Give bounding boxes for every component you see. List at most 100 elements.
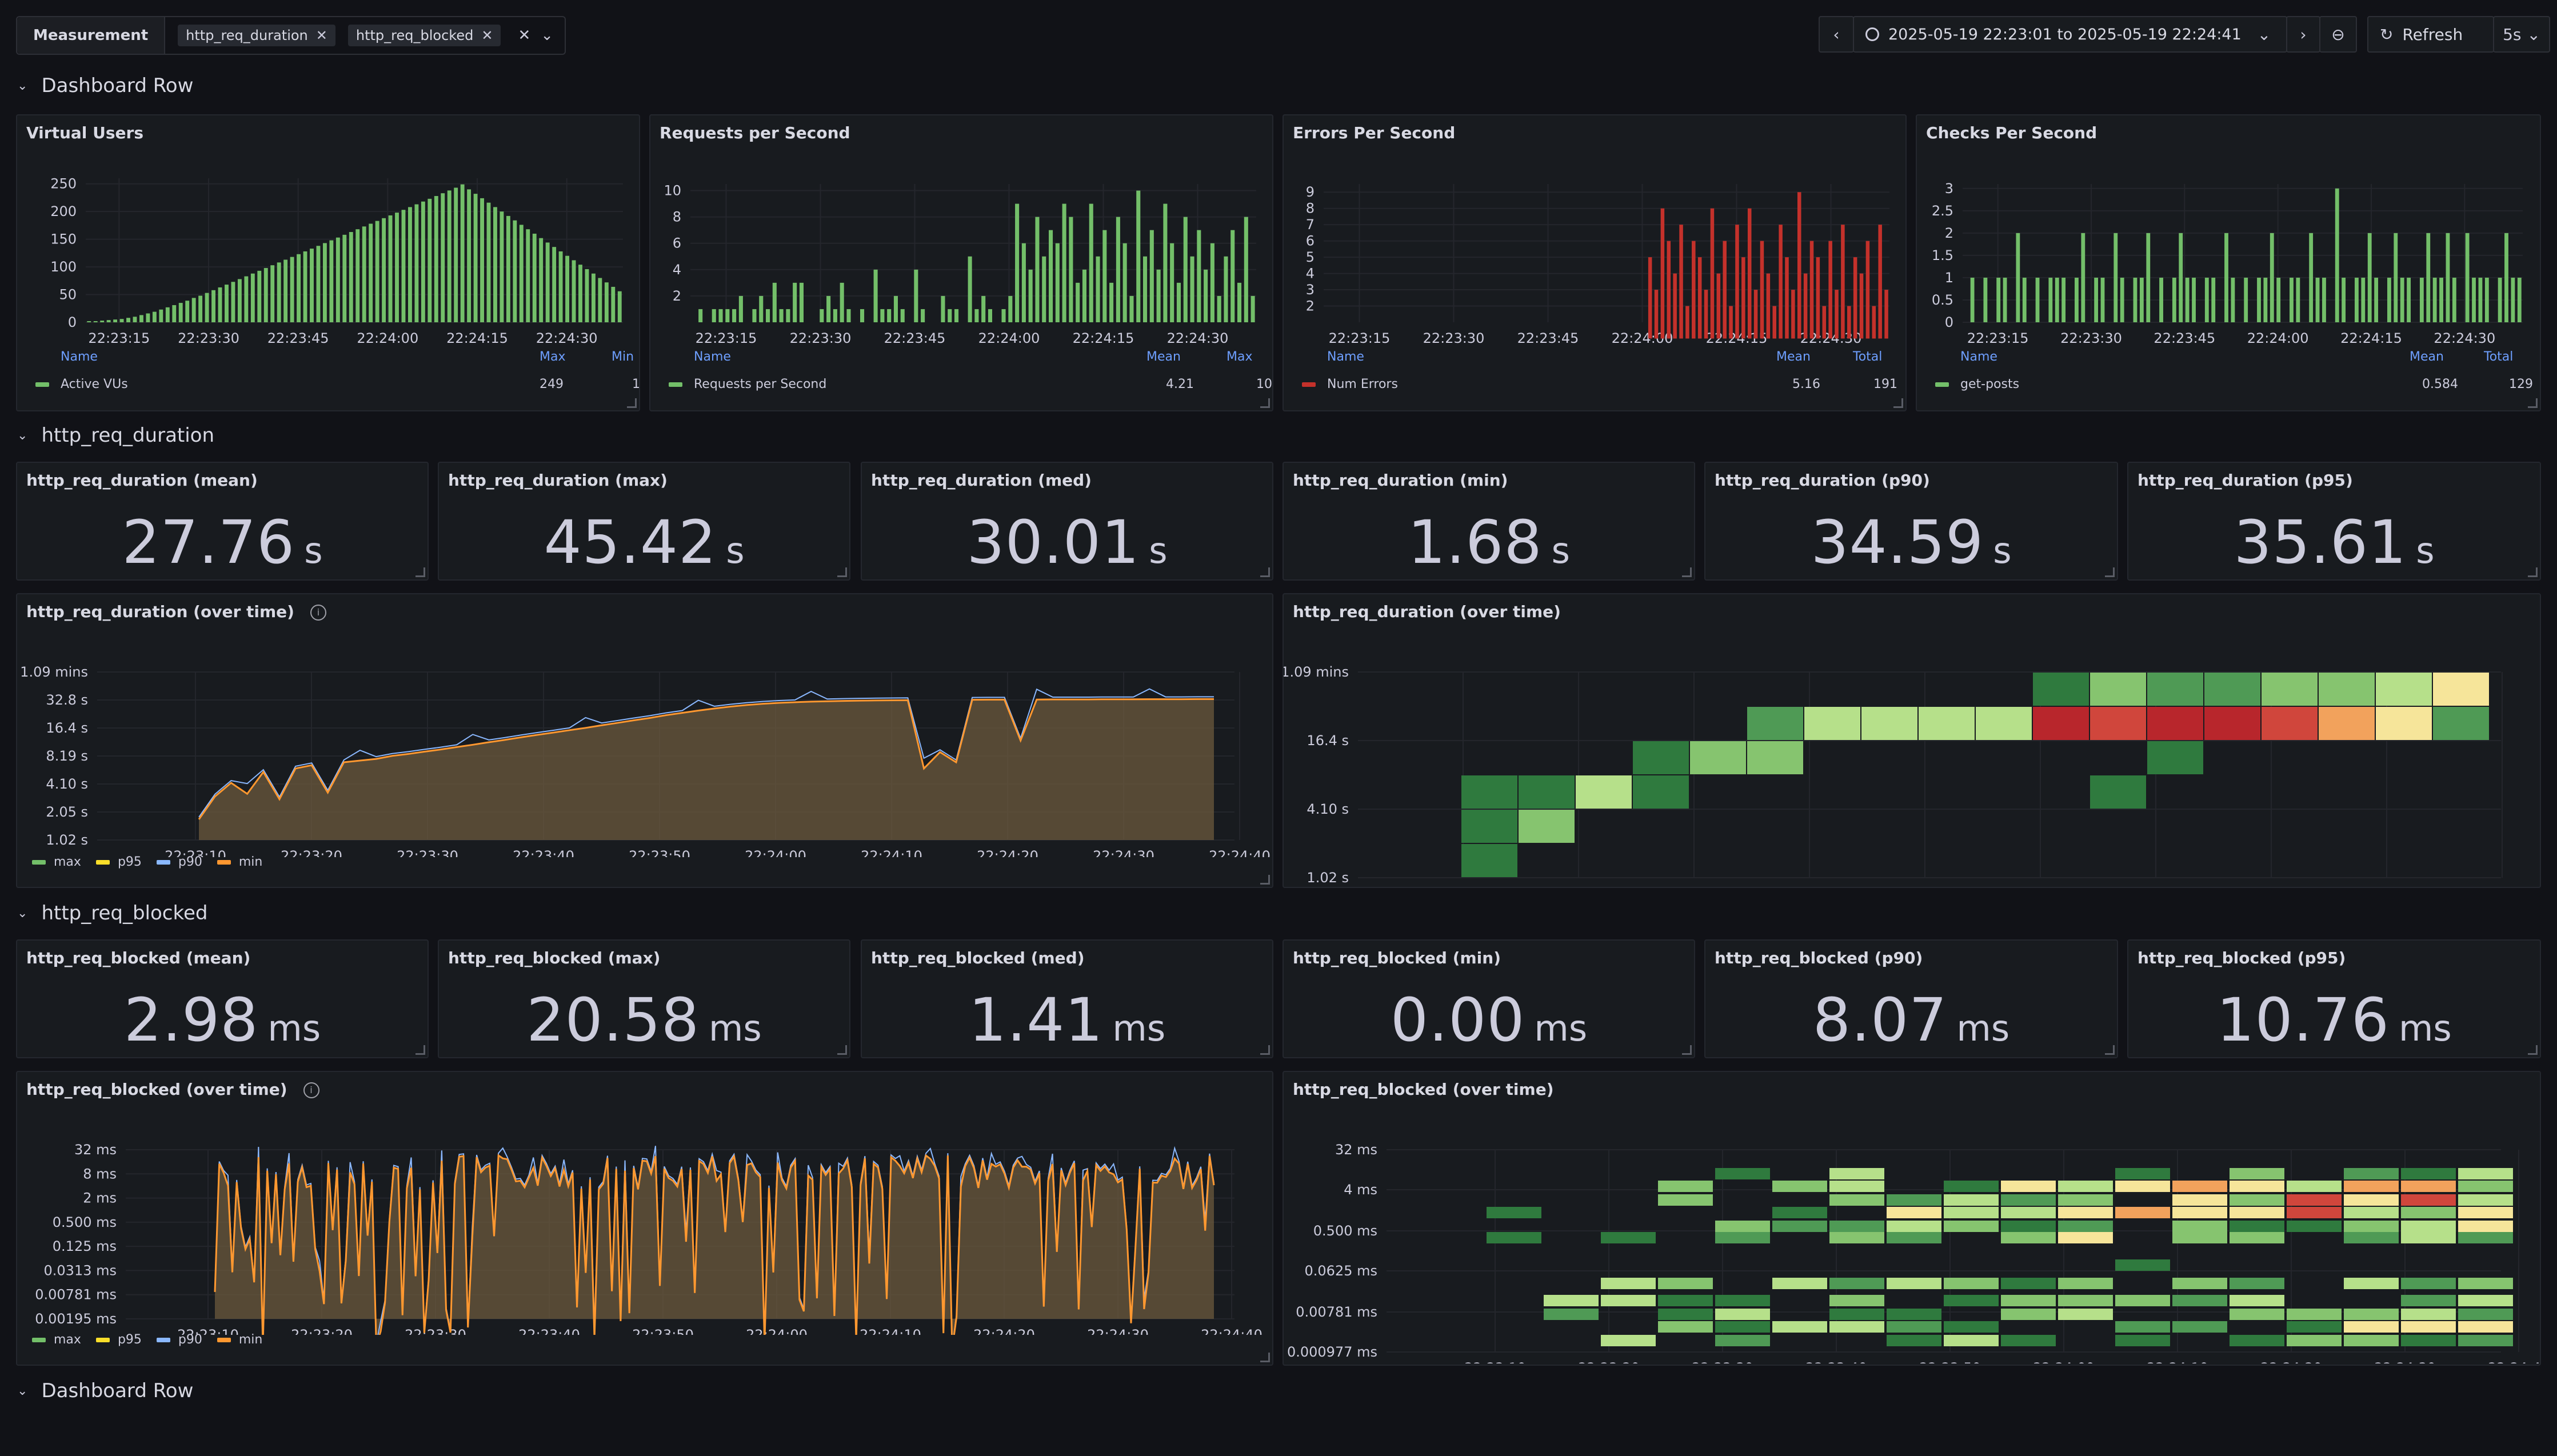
panel-title: Errors Per Second	[1293, 123, 1456, 142]
legend-row[interactable]: Requests per Second 4.21 10	[669, 377, 1272, 391]
stat-panel[interactable]: http_req_duration (mean) 27.76 s	[16, 462, 429, 581]
resize-handle[interactable]	[837, 567, 847, 577]
stat-panel[interactable]: http_req_blocked (min) 0.00 ms	[1283, 939, 1695, 1058]
bar	[1069, 217, 1073, 322]
legend-item[interactable]: max	[32, 855, 81, 869]
resize-handle[interactable]	[1260, 875, 1270, 885]
heatmap-cell	[1919, 707, 1975, 740]
close-icon[interactable]: ✕	[315, 27, 327, 43]
legend-col-b: Max	[1226, 350, 1253, 364]
info-icon[interactable]: i	[303, 1082, 319, 1098]
bar	[2407, 277, 2411, 322]
stat-panel[interactable]: http_req_duration (min) 1.68 s	[1283, 462, 1695, 581]
y-tick-label: 0.0313 ms	[44, 1262, 117, 1278]
legend-item[interactable]: min	[217, 1333, 263, 1347]
bar	[1853, 257, 1857, 339]
resize-handle[interactable]	[1260, 398, 1270, 408]
resize-handle[interactable]	[1682, 567, 1692, 577]
x-tick-label: 22:24:40	[1209, 848, 1270, 857]
bar	[1791, 290, 1795, 339]
resize-handle[interactable]	[1260, 1045, 1270, 1055]
bar	[572, 260, 576, 322]
resize-handle[interactable]	[837, 1045, 847, 1055]
resize-handle[interactable]	[1893, 398, 1903, 408]
heatmap-cell	[1829, 1232, 1884, 1243]
resize-handle[interactable]	[2528, 1045, 2538, 1055]
resize-handle[interactable]	[1260, 1353, 1270, 1362]
stat-panel[interactable]: http_req_duration (p95) 35.61 s	[2127, 462, 2541, 581]
stat-value: 2.98 ms	[17, 985, 428, 1055]
legend-row[interactable]: get-posts 0.584 129	[1935, 377, 2533, 391]
panel-http-req-blocked-heatmap[interactable]: http_req_blocked (over time) 32 ms 4 ms 0.…	[1283, 1071, 2541, 1366]
x-tick-label: 22:23:40	[513, 848, 574, 857]
stat-panel[interactable]: http_req_duration (med) 30.01 s	[861, 462, 1273, 581]
clear-icon[interactable]: ✕	[518, 27, 531, 44]
resize-handle[interactable]	[1260, 567, 1270, 577]
variable-chip[interactable]: http_req_duration ✕	[178, 25, 335, 46]
variable-chip[interactable]: http_req_blocked ✕	[347, 25, 501, 46]
resize-handle[interactable]	[415, 567, 425, 577]
resize-handle[interactable]	[2528, 398, 2538, 408]
bar	[1230, 230, 1235, 322]
legend-label: p90	[178, 1333, 202, 1347]
legend-item[interactable]: p90	[156, 1333, 202, 1347]
bar	[2452, 277, 2456, 322]
info-icon[interactable]: i	[310, 605, 326, 621]
legend-item[interactable]: p90	[156, 855, 202, 869]
stat-panel[interactable]: http_req_blocked (p95) 10.76 ms	[2127, 939, 2541, 1058]
row-header[interactable]: ⌄ Dashboard Row	[17, 74, 193, 97]
time-range-picker[interactable]: 2025-05-19 22:23:01 to 2025-05-19 22:24:…	[1853, 16, 2287, 53]
refresh-interval-picker[interactable]: 5s ⌄	[2493, 16, 2550, 53]
panel-virtual-users[interactable]: Virtual Users 250 200 150 100 50 0 22:23:15 22:…	[16, 114, 640, 411]
stat-panel[interactable]: http_req_duration (p90) 34.59 s	[1704, 462, 2118, 581]
panel-checks-per-second[interactable]: Checks Per Second 3 2.5 2 1.5 1 0.5 0 22:23:15 2…	[1916, 114, 2541, 411]
resize-handle[interactable]	[2105, 567, 2115, 577]
legend-item[interactable]: max	[32, 1333, 81, 1347]
legend-item[interactable]: p95	[95, 1333, 142, 1347]
stat-panel[interactable]: http_req_duration (max) 45.42 s	[438, 462, 850, 581]
legend-item[interactable]: min	[217, 855, 262, 869]
resize-handle[interactable]	[415, 1045, 425, 1055]
time-forward-button[interactable]: ›	[2286, 16, 2320, 53]
legend-row[interactable]: Num Errors 5.16 191	[1302, 377, 1897, 391]
resize-handle[interactable]	[2105, 1045, 2115, 1055]
refresh-button[interactable]: ↻ Refresh	[2367, 16, 2494, 53]
row-header[interactable]: ⌄ http_req_blocked	[17, 902, 207, 925]
bar	[2003, 277, 2007, 322]
panel-errors-per-second[interactable]: Errors Per Second 9 8 7 6 5 4 3 2 22:23:15 22:23:…	[1283, 114, 1907, 411]
stat-panel[interactable]: http_req_blocked (max) 20.58 ms	[438, 939, 850, 1058]
panel-http-req-blocked-timeseries[interactable]: http_req_blocked (over time) i 32 ms 8 ms 2…	[16, 1071, 1273, 1366]
resize-handle[interactable]	[627, 398, 637, 408]
bar	[826, 295, 831, 322]
panel-http-req-duration-heatmap[interactable]: http_req_duration (over time) 1.09 mins 1…	[1283, 593, 2541, 888]
heatmap-cell	[2172, 1207, 2227, 1218]
y-tick-label: 0.500 ms	[1313, 1223, 1377, 1239]
stat-panel[interactable]: http_req_blocked (mean) 2.98 ms	[16, 939, 429, 1058]
bar	[349, 232, 353, 322]
row-header[interactable]: ⌄ http_req_duration	[17, 424, 214, 447]
legend-row[interactable]: Active VUs 249 1	[35, 377, 639, 391]
time-back-button[interactable]: ‹	[1819, 16, 1854, 53]
resize-handle[interactable]	[2528, 567, 2538, 577]
stat-panel[interactable]: http_req_blocked (med) 1.41 ms	[861, 939, 1273, 1058]
legend-item[interactable]: p95	[95, 855, 142, 869]
bar	[178, 303, 183, 322]
bar	[833, 309, 837, 322]
panel-requests-per-second[interactable]: Requests per Second 10 8 6 4 2 22:23:15 22:23:…	[649, 114, 1273, 411]
heatmap-cell	[2058, 1278, 2113, 1289]
zoom-out-button[interactable]: ⊖	[2319, 16, 2357, 53]
x-tick-label: 22:24:40	[1201, 1327, 1262, 1335]
resize-handle[interactable]	[1682, 1045, 1692, 1055]
heatmap-cell	[2344, 1168, 2399, 1179]
panel-title: http_req_blocked (max)	[448, 949, 661, 967]
panel-http-req-duration-timeseries[interactable]: http_req_duration (over time) i 1.09 mins…	[16, 593, 1273, 888]
legend-label: min	[238, 1333, 263, 1347]
row-header[interactable]: ⌄ Dashboard Row	[17, 1379, 193, 1402]
heatmap-cell	[2458, 1207, 2513, 1218]
stat-unit: ms	[1956, 1007, 2010, 1049]
heatmap-cell	[2147, 673, 2203, 706]
legend-col-a: Mean	[1146, 350, 1181, 364]
chevron-down-icon[interactable]: ⌄	[541, 27, 554, 44]
close-icon[interactable]: ✕	[481, 27, 493, 43]
stat-panel[interactable]: http_req_blocked (p90) 8.07 ms	[1704, 939, 2118, 1058]
